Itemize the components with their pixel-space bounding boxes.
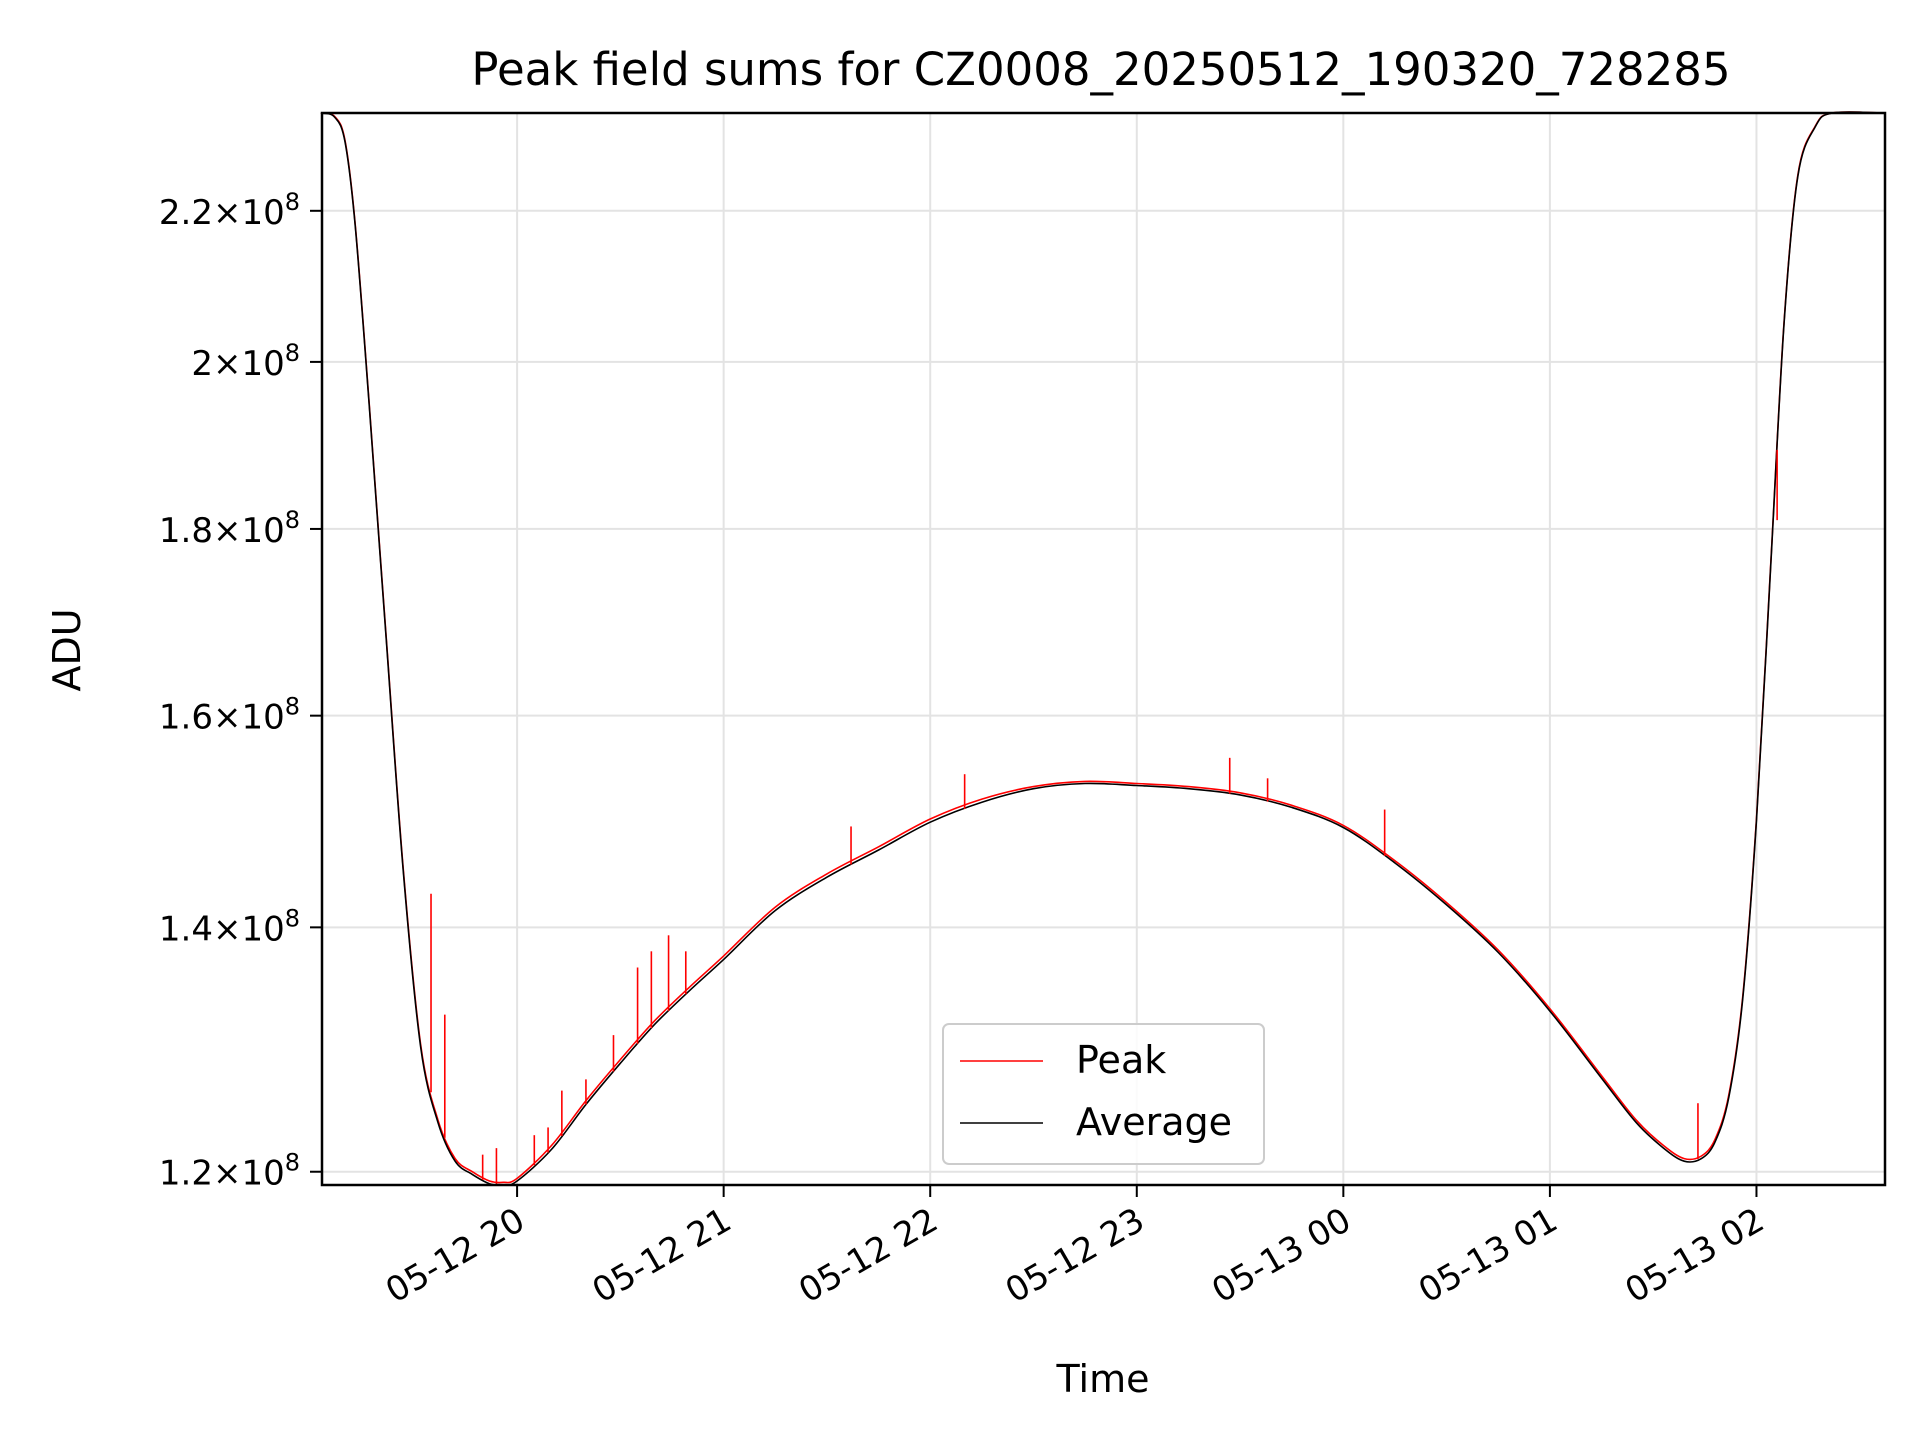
legend-frame: [942, 1023, 1265, 1165]
grid: [322, 113, 1885, 1185]
y-tick-label: 1.4×108: [159, 904, 300, 949]
x-tick-label: 05-12 21: [586, 1200, 738, 1311]
x-tick-label: 05-13 02: [1619, 1200, 1771, 1311]
chart-title: Peak field sums for CZ0008_20250512_1903…: [471, 43, 1730, 96]
series-line-average: [320, 111, 1884, 1187]
y-tick-label: 1.8×108: [159, 506, 300, 551]
x-tick-label: 05-13 00: [1205, 1200, 1357, 1311]
x-tick-label: 05-12 20: [379, 1200, 531, 1311]
x-axis-label: Time: [1056, 1357, 1150, 1401]
legend: Peak Average: [942, 1023, 1265, 1165]
x-tick-label: 05-12 22: [792, 1200, 944, 1311]
y-axis-label: ADU: [45, 608, 89, 691]
y-tick-label: 1.6×108: [159, 693, 300, 738]
legend-label-peak: Peak: [1076, 1038, 1166, 1082]
y-axis: 1.2×108 1.4×108 1.6×108 1.8×108 2×108 2.2×108: [159, 188, 322, 1194]
y-tick-label: 2×108: [191, 339, 300, 384]
y-tick-label: 2.2×108: [159, 188, 300, 233]
series-line-peak: [320, 111, 1884, 1184]
x-tick-label: 05-13 01: [1412, 1200, 1564, 1311]
x-tick-label: 05-12 23: [999, 1200, 1151, 1311]
legend-label-average: Average: [1076, 1100, 1232, 1144]
y-tick-label: 1.2×108: [159, 1149, 300, 1194]
x-axis: 05-12 20 05-12 21 05-12 22 05-12 23 05-13 00…: [379, 1185, 1771, 1311]
plot-frame: [320, 111, 1887, 1187]
series-layer: [320, 111, 1884, 1187]
